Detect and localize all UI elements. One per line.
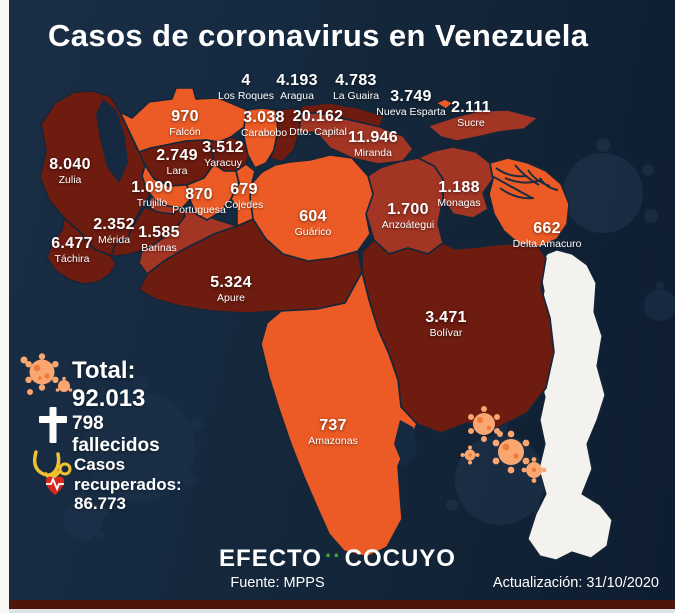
brand-dots-icon: ·· [324, 543, 342, 568]
state-shape-merida [110, 206, 186, 257]
state-shape-sucre [427, 109, 539, 142]
state-shape-amazonas [260, 271, 418, 558]
footer: EFECTO ·· COCUYO Fuente: MPPS Actualizació… [0, 543, 675, 613]
source-note: Fuente: MPPS [230, 575, 325, 591]
cross-icon [39, 407, 67, 443]
recovered-value: 86.773 [74, 494, 126, 514]
recovered-cases: Casos recuperados: 86.773 [74, 455, 182, 514]
deaths-count: 798 fallecidos [72, 413, 160, 456]
left-edge-strip [0, 0, 9, 613]
page-title: Casos de coronavirus en Venezuela [48, 18, 589, 53]
update-date: Actualización: 31/10/2020 [492, 575, 659, 591]
state-shape-tachira [46, 217, 117, 285]
state-shape-anzoategui [365, 157, 444, 255]
bottom-maroon-bar [9, 600, 675, 609]
brand-cocuyo: COCUYO [344, 545, 456, 572]
state-shape-carabobo [243, 107, 279, 169]
virus-icon [20, 353, 73, 395]
virus-cluster-icon [460, 406, 547, 483]
brand-efecto: EFECTO [219, 545, 322, 572]
delta-channels [491, 164, 559, 200]
state-shape-nueva-esparta [435, 98, 454, 110]
recovered-label: Casos recuperados: [74, 455, 182, 494]
state-shape-aragua [269, 107, 302, 163]
stethoscope-heart-icon [32, 450, 72, 495]
river-wedge [394, 420, 417, 468]
bottom-light-strip [9, 609, 675, 613]
total-cases: Total: 92.013 [72, 357, 146, 412]
state-shape-cojedes [230, 163, 256, 227]
state-shape-miranda [298, 112, 414, 165]
lake-maracaibo [96, 99, 128, 183]
brand-logo: EFECTO ·· COCUYO [0, 543, 675, 573]
state-shape-guarico [249, 154, 374, 262]
